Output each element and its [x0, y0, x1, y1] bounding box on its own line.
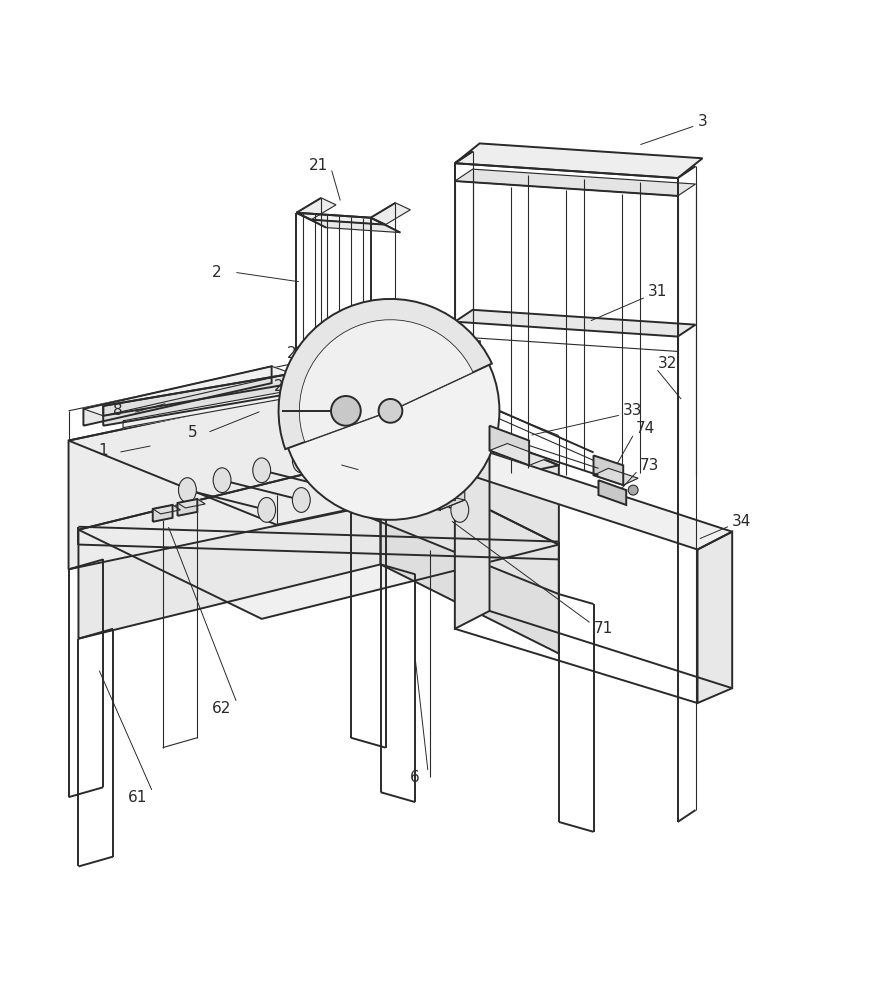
Polygon shape	[454, 169, 695, 196]
Polygon shape	[454, 452, 489, 629]
Text: 5: 5	[187, 425, 196, 440]
Circle shape	[378, 399, 402, 423]
Polygon shape	[68, 381, 351, 569]
Text: 23: 23	[274, 379, 293, 394]
Polygon shape	[83, 366, 271, 426]
Polygon shape	[296, 198, 336, 220]
Text: 61: 61	[128, 790, 147, 805]
Ellipse shape	[292, 488, 310, 512]
Text: 34: 34	[731, 514, 751, 529]
Polygon shape	[78, 455, 380, 639]
Polygon shape	[153, 505, 173, 522]
Text: 6: 6	[410, 770, 419, 785]
Polygon shape	[177, 499, 197, 516]
Ellipse shape	[253, 458, 270, 483]
Wedge shape	[278, 299, 491, 449]
Polygon shape	[696, 532, 731, 703]
Text: 73: 73	[639, 458, 659, 473]
Ellipse shape	[292, 448, 310, 473]
Polygon shape	[83, 366, 291, 416]
Text: 71: 71	[593, 621, 612, 636]
Ellipse shape	[451, 498, 468, 522]
Polygon shape	[454, 452, 731, 550]
Ellipse shape	[332, 478, 349, 502]
Text: 3: 3	[696, 114, 707, 129]
Polygon shape	[355, 470, 439, 510]
Text: 22: 22	[286, 346, 305, 361]
Polygon shape	[489, 426, 529, 465]
Polygon shape	[355, 480, 464, 510]
Polygon shape	[351, 381, 559, 594]
Text: 31: 31	[647, 284, 667, 299]
Polygon shape	[103, 342, 479, 426]
Polygon shape	[380, 455, 559, 654]
Polygon shape	[454, 143, 702, 178]
Polygon shape	[370, 203, 410, 225]
Polygon shape	[68, 381, 559, 525]
Polygon shape	[177, 499, 205, 508]
Ellipse shape	[332, 463, 349, 488]
Ellipse shape	[371, 478, 389, 502]
Wedge shape	[299, 320, 473, 442]
Polygon shape	[598, 480, 625, 505]
Polygon shape	[296, 446, 403, 465]
Polygon shape	[123, 356, 479, 428]
Polygon shape	[103, 342, 479, 416]
Polygon shape	[593, 468, 638, 485]
Ellipse shape	[178, 478, 196, 502]
Text: 33: 33	[623, 403, 642, 418]
Polygon shape	[593, 455, 623, 485]
Text: 62: 62	[212, 701, 232, 716]
Text: 4: 4	[321, 455, 331, 470]
Text: 1: 1	[98, 443, 108, 458]
Text: 74: 74	[636, 421, 654, 436]
Ellipse shape	[371, 468, 389, 493]
Circle shape	[627, 485, 638, 495]
Text: 8: 8	[113, 403, 123, 418]
Ellipse shape	[213, 468, 231, 493]
Text: 2: 2	[212, 265, 222, 280]
Circle shape	[331, 396, 360, 426]
Ellipse shape	[258, 498, 275, 522]
Polygon shape	[489, 444, 546, 465]
Polygon shape	[360, 455, 454, 500]
Polygon shape	[439, 470, 464, 510]
Text: 21: 21	[309, 158, 328, 173]
Circle shape	[282, 302, 499, 520]
Text: 32: 32	[657, 356, 676, 371]
Polygon shape	[153, 505, 181, 514]
Ellipse shape	[410, 483, 429, 507]
Polygon shape	[296, 213, 385, 225]
Polygon shape	[310, 220, 400, 233]
Polygon shape	[78, 455, 559, 619]
Polygon shape	[454, 310, 695, 337]
